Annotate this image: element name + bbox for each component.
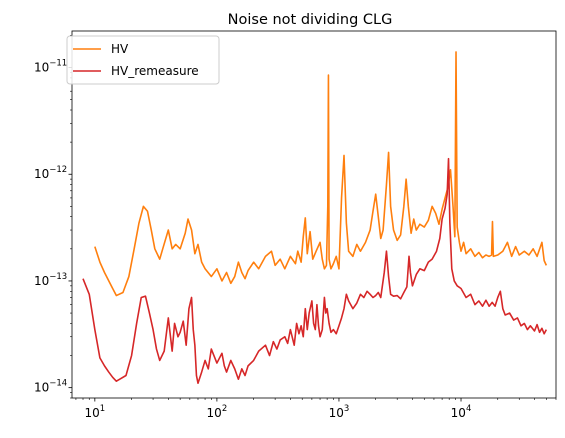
- x-axis: 101 102 103 104: [75, 398, 557, 420]
- series-layer: [82, 51, 548, 385]
- x-tick-label: 101: [84, 404, 105, 420]
- x-tick-label: 104: [451, 404, 472, 420]
- y-tick-label: 10−11: [34, 59, 67, 75]
- legend-box: [66, 35, 220, 85]
- y-tick-label: 10−12: [34, 165, 67, 181]
- series-line-hv: [94, 51, 548, 297]
- legend-label: HV_remeasure: [111, 64, 199, 78]
- x-tick-label: 102: [207, 404, 228, 420]
- y-tick-label: 10−14: [34, 379, 67, 395]
- series-line-hv-remeasure: [82, 157, 548, 385]
- legend-label: HV: [111, 42, 129, 56]
- y-axis: 10−14 10−13 10−12 10−11: [34, 35, 72, 399]
- y-tick-label: 10−13: [34, 272, 67, 288]
- chart-title: Noise not dividing CLG: [228, 12, 393, 28]
- x-tick-label: 103: [329, 404, 350, 420]
- legend: HV HV_remeasure: [66, 35, 220, 85]
- plot-frame: [71, 30, 557, 399]
